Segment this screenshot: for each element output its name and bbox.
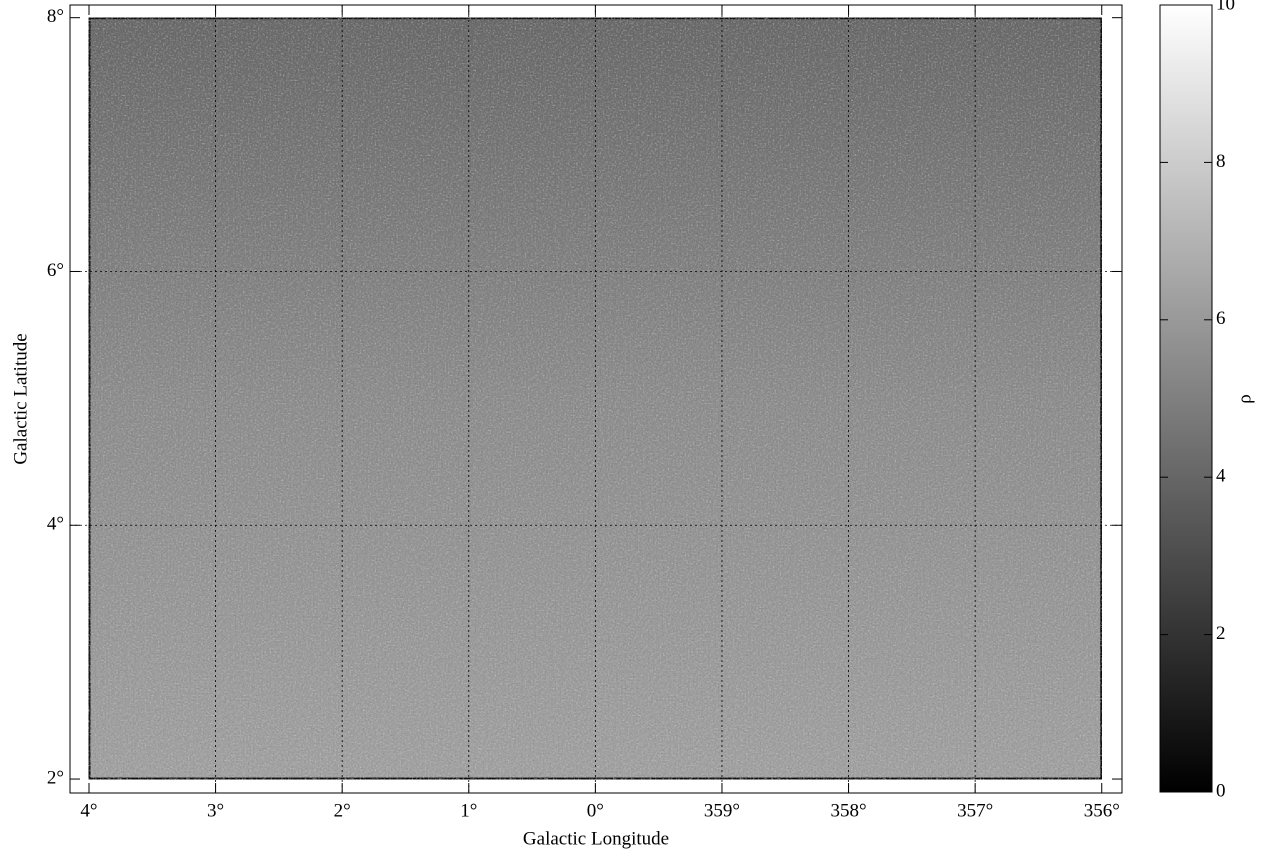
colorbar-tick-label: 2 (1216, 623, 1226, 644)
colorbar (1160, 5, 1212, 792)
x-tick-label: 357° (957, 800, 993, 821)
colorbar-tick-label: 8 (1216, 151, 1226, 172)
colorbar-tick-label: 0 (1216, 780, 1226, 801)
colorbar-label: ρ (1234, 394, 1255, 403)
colorbar-tick-label: 4 (1216, 466, 1226, 487)
x-axis-label: Galactic Longitude (523, 828, 669, 849)
chart: Galactic Longitude Galactic Latitude ρ 4… (0, 0, 1266, 854)
x-tick-label: 359° (704, 800, 740, 821)
y-tick-label: 4° (47, 514, 64, 535)
x-tick-label: 0° (587, 800, 604, 821)
colorbar-tick-label: 6 (1216, 308, 1226, 329)
y-axis-label: Galactic Latitude (10, 333, 31, 464)
y-tick-label: 8° (47, 6, 64, 27)
y-tick-label: 6° (47, 260, 64, 281)
x-tick-label: 2° (334, 800, 351, 821)
x-tick-label: 356° (1084, 800, 1120, 821)
x-tick-label: 358° (831, 800, 867, 821)
x-tick-label: 1° (460, 800, 477, 821)
colorbar-tick-label: 10 (1216, 0, 1235, 14)
y-tick-label: 2° (47, 767, 64, 788)
x-tick-label: 3° (207, 800, 224, 821)
x-tick-label: 4° (80, 800, 97, 821)
